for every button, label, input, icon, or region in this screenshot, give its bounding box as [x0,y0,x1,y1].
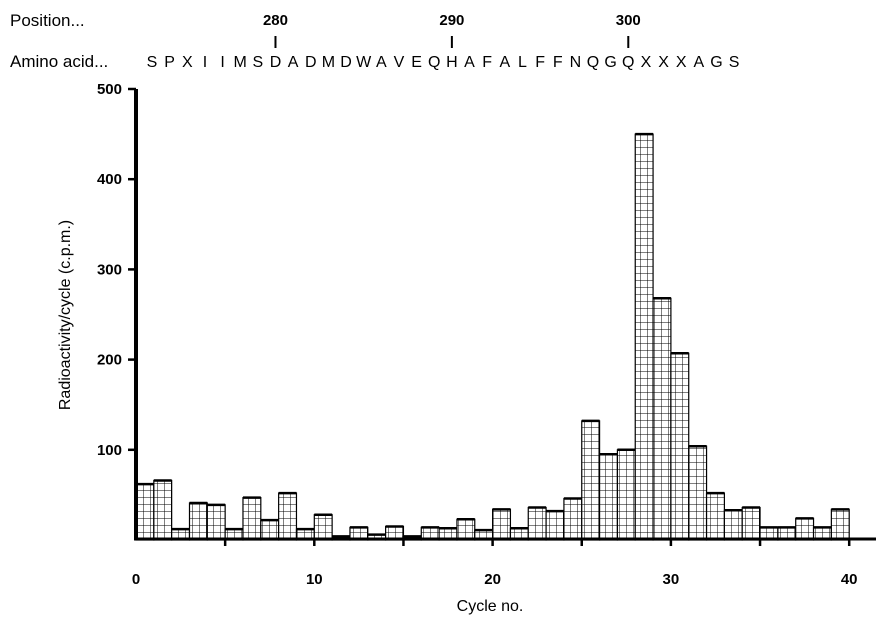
position-label: Position... [10,11,85,30]
position-marks: 280 290 300 [263,12,641,48]
bar [830,508,850,541]
amino-acid-letter: M [322,54,335,71]
amino-acid-letter: G [604,54,616,71]
y-axis-title: Radioactivity/cycle (c.p.m.) [57,220,74,410]
amino-acid-letter: D [305,54,317,71]
amino-acid-letter: A [288,54,299,71]
y-tick-label: 300 [97,261,122,278]
x-axis-title: Cycle no. [457,598,524,615]
amino-acid-letter: M [234,54,247,71]
y-ticks: 100 200 300 400 500 [97,81,136,459]
y-axis: 100 200 300 400 500 [97,81,138,540]
x-tick-label: 10 [306,571,323,588]
amino-acid-letter: A [464,54,475,71]
bar [313,514,333,541]
amino-acid-letter: W [356,54,372,71]
amino-acid-label: Amino acid... [10,52,108,71]
amino-acid-letter: S [147,54,158,71]
amino-acid-letter: X [658,54,669,71]
bar [723,509,743,541]
bar [527,506,547,541]
amino-acid-letter: F [535,54,545,71]
amino-acid-letter: E [411,54,422,71]
amino-acid-letter: A [694,54,705,71]
bar [278,492,298,541]
amino-acid-letter: D [270,54,282,71]
bar [616,449,636,541]
bar [705,492,725,541]
position-number: 300 [616,12,641,29]
amino-acid-letter: I [220,54,224,71]
bar [652,297,672,541]
amino-acid-letter: F [482,54,492,71]
bar [188,502,208,541]
bar [545,510,565,541]
bar [670,352,690,541]
position-number: 280 [263,12,288,29]
amino-acid-letter: X [676,54,687,71]
position-number: 290 [439,12,464,29]
amino-acid-letter: X [641,54,652,71]
amino-acid-letter: H [446,54,458,71]
x-axis: 0 10 20 30 40 [132,537,876,588]
bar [153,479,173,541]
x-tick-label: 30 [663,571,680,588]
bar [456,518,476,541]
bar [795,517,815,541]
amino-acid-letter: N [570,54,582,71]
amino-acid-letter: Q [587,54,599,71]
x-tick-label: 20 [484,571,501,588]
amino-acid-letter: Q [428,54,440,71]
bar [492,508,512,541]
amino-acid-letter: S [729,54,740,71]
amino-acid-letter: V [394,54,405,71]
y-tick-label: 100 [97,442,122,459]
amino-acid-letter: Q [622,54,634,71]
x-tick-label: 40 [841,571,858,588]
bar [598,453,619,541]
amino-acid-letter: A [499,54,510,71]
x-ticks: 0 10 20 30 40 [132,538,858,588]
bar [634,133,654,541]
amino-acid-letter: G [710,54,722,71]
y-tick-label: 400 [97,171,122,188]
amino-acid-letter: A [376,54,387,71]
amino-acid-letter: S [253,54,264,71]
amino-acid-letter: P [164,54,175,71]
amino-acid-letter: F [553,54,563,71]
bar [563,497,583,541]
bar [581,420,601,541]
bar [242,497,262,541]
y-tick-label: 500 [97,81,122,98]
y-tick-label: 200 [97,352,122,369]
amino-acid-letter: L [518,54,527,71]
bar [741,506,761,541]
bar [135,483,155,541]
bar [688,445,708,541]
amino-acid-letter: D [340,54,352,71]
bar [206,504,226,541]
x-tick-label: 0 [132,571,140,588]
amino-acid-letter: X [182,54,193,71]
histogram-bars [135,132,850,541]
amino-acid-letter: I [203,54,207,71]
bar [260,519,280,541]
